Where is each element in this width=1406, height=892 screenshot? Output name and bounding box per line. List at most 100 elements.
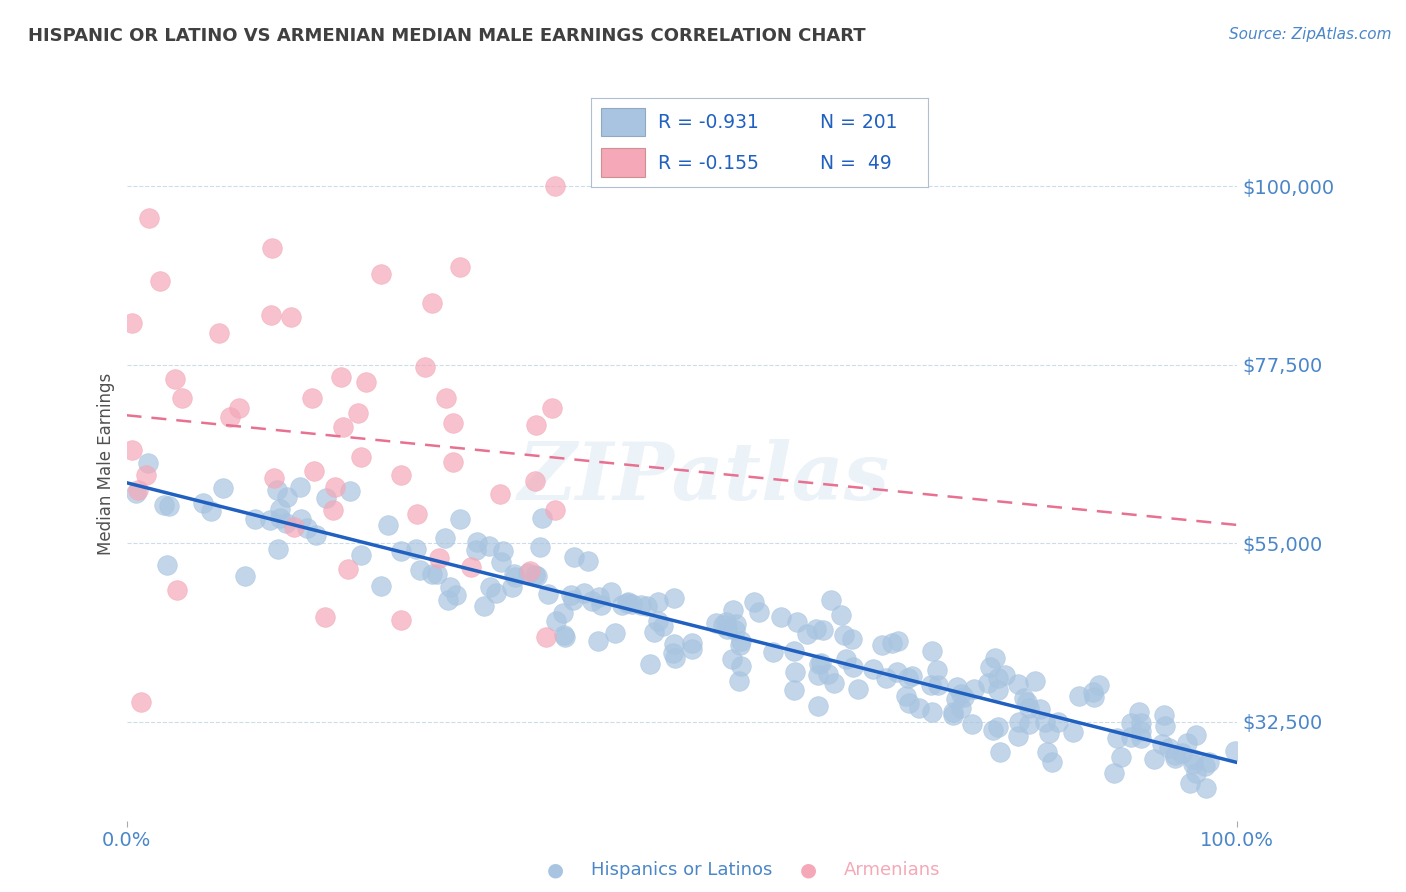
- Point: [302, 464, 325, 478]
- Text: Hispanics or Latinos: Hispanics or Latinos: [591, 861, 772, 879]
- Point: [283, 520, 305, 534]
- Point: [370, 267, 392, 281]
- Point: [560, 588, 582, 602]
- Point: [276, 490, 298, 504]
- Point: [728, 638, 751, 652]
- Text: ZIPatlas: ZIPatlas: [517, 440, 890, 516]
- Point: [742, 595, 765, 609]
- Point: [437, 592, 460, 607]
- Point: [636, 599, 658, 613]
- Point: [1185, 728, 1208, 742]
- Point: [551, 607, 574, 621]
- Point: [263, 471, 285, 485]
- Point: [1119, 730, 1142, 744]
- Point: [949, 687, 972, 701]
- Point: [841, 632, 863, 646]
- Point: [1175, 736, 1198, 750]
- Point: [730, 634, 752, 648]
- Point: [1018, 716, 1040, 731]
- Point: [1194, 758, 1216, 772]
- Point: [138, 211, 160, 225]
- Point: [389, 544, 412, 558]
- Point: [449, 511, 471, 525]
- Point: [336, 562, 359, 576]
- Point: [1047, 715, 1070, 730]
- Point: [444, 588, 467, 602]
- Point: [321, 503, 343, 517]
- Point: [811, 623, 834, 637]
- Point: [544, 614, 567, 628]
- Point: [616, 595, 638, 609]
- Point: [228, 401, 250, 415]
- Point: [927, 678, 949, 692]
- Point: [297, 521, 319, 535]
- Point: [562, 593, 585, 607]
- Point: [211, 481, 233, 495]
- Point: [1223, 744, 1246, 758]
- Point: [464, 543, 486, 558]
- Point: [907, 700, 929, 714]
- Point: [875, 671, 897, 685]
- Point: [1024, 673, 1046, 688]
- Point: [1164, 747, 1187, 762]
- Point: [460, 559, 482, 574]
- Point: [564, 550, 586, 565]
- Point: [243, 512, 266, 526]
- Point: [1018, 700, 1040, 714]
- Point: [716, 622, 738, 636]
- Point: [603, 626, 626, 640]
- Point: [405, 507, 427, 521]
- Point: [1129, 716, 1152, 731]
- Point: [529, 540, 551, 554]
- Point: [233, 568, 256, 582]
- Point: [166, 582, 188, 597]
- Text: Armenians: Armenians: [844, 861, 941, 879]
- Point: [503, 566, 526, 581]
- Point: [886, 665, 908, 679]
- Point: [354, 376, 377, 390]
- Point: [882, 636, 904, 650]
- Text: R = -0.155: R = -0.155: [658, 153, 759, 173]
- Point: [651, 619, 673, 633]
- Point: [946, 681, 969, 695]
- Point: [1069, 689, 1091, 703]
- Point: [1130, 723, 1153, 738]
- Point: [125, 485, 148, 500]
- Point: [149, 275, 172, 289]
- Point: [976, 676, 998, 690]
- Point: [136, 456, 159, 470]
- Point: [647, 614, 669, 628]
- Point: [485, 586, 508, 600]
- Point: [517, 566, 540, 580]
- Point: [465, 535, 488, 549]
- Point: [441, 416, 464, 430]
- Point: [832, 627, 855, 641]
- Text: N = 201: N = 201: [820, 112, 897, 132]
- Point: [350, 450, 373, 465]
- Text: ●: ●: [547, 860, 564, 880]
- Point: [612, 598, 634, 612]
- Point: [127, 483, 149, 497]
- Point: [862, 662, 884, 676]
- Point: [662, 646, 685, 660]
- Point: [269, 511, 291, 525]
- Point: [1007, 677, 1029, 691]
- Point: [846, 681, 869, 696]
- Point: [925, 663, 948, 677]
- Point: [1028, 702, 1050, 716]
- Point: [748, 605, 770, 619]
- Point: [988, 745, 1011, 759]
- Point: [501, 580, 523, 594]
- Point: [350, 548, 373, 562]
- Point: [1142, 752, 1164, 766]
- Point: [820, 593, 842, 607]
- Point: [1062, 724, 1084, 739]
- Point: [600, 585, 623, 599]
- Point: [1035, 745, 1057, 759]
- Point: [554, 630, 576, 644]
- Point: [786, 615, 808, 630]
- Point: [588, 590, 610, 604]
- Text: Source: ZipAtlas.com: Source: ZipAtlas.com: [1229, 27, 1392, 42]
- Point: [526, 569, 548, 583]
- Point: [1178, 776, 1201, 790]
